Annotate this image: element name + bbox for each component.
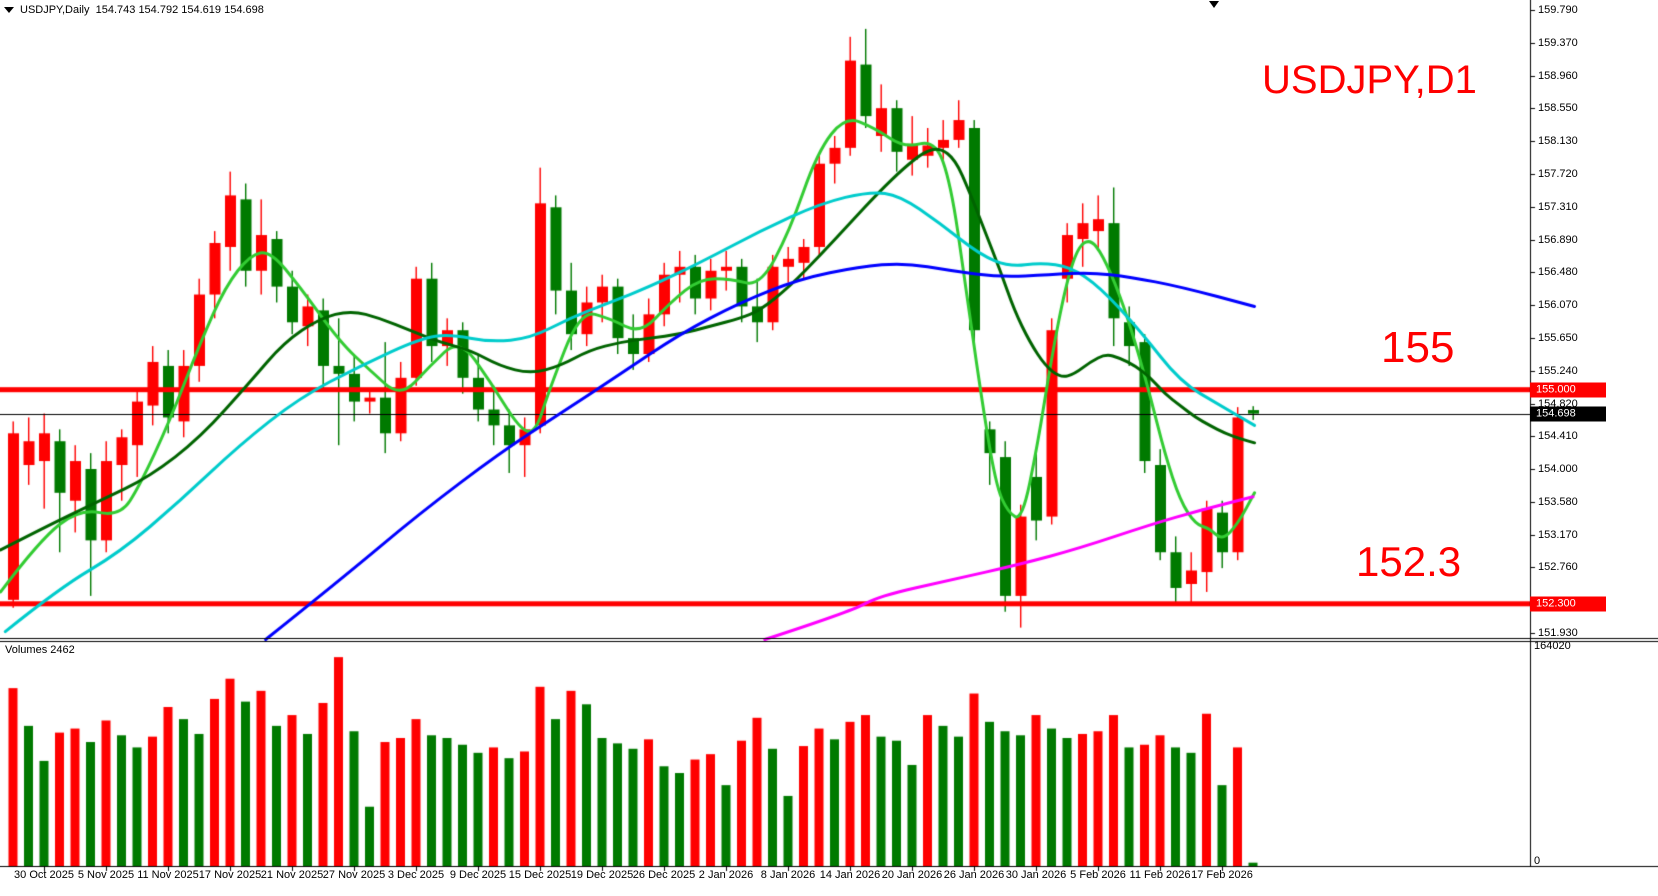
date-tick-label: 2 Jan 2026 xyxy=(698,869,754,881)
price-tick-label: 156.480 xyxy=(1538,266,1578,279)
date-tick-label: 26 Jan 2026 xyxy=(943,869,1005,881)
pane-divider[interactable] xyxy=(0,636,1658,644)
price-tick-label: 156.070 xyxy=(1538,298,1578,311)
price-tick-label: 157.720 xyxy=(1538,168,1578,180)
price-tag-152.300: 152.300 xyxy=(1530,596,1606,612)
date-tick-label: 19 Dec 2025 xyxy=(570,869,634,881)
price-tick-label: 158.960 xyxy=(1538,69,1578,82)
price-tick-label: 155.650 xyxy=(1538,332,1578,345)
ohlc-values: 154.743 154.792 154.619 154.698 xyxy=(95,4,264,16)
date-tick-label: 11 Feb 2026 xyxy=(1129,869,1191,881)
price-tick-label: 158.130 xyxy=(1538,135,1578,148)
price-tick-label: 155.240 xyxy=(1538,364,1578,377)
date-tick-label: 30 Oct 2025 xyxy=(14,869,74,881)
ohlc-title: USDJPY,Daily 154.743 154.792 154.619 154… xyxy=(4,4,264,16)
price-tick-label: 154.410 xyxy=(1538,430,1578,443)
date-tick-label: 9 Dec 2025 xyxy=(449,869,507,881)
watermark-symbol-label: USDJPY,D1 xyxy=(1262,58,1477,102)
date-tick-label: 15 Dec 2025 xyxy=(508,869,572,881)
chart-shift-marker-icon[interactable] xyxy=(1209,1,1219,8)
price-tick-label: 153.580 xyxy=(1538,496,1578,509)
symbol-period-label: USDJPY,Daily xyxy=(20,4,90,16)
price-tick-label: 153.170 xyxy=(1538,528,1578,541)
date-tick-label: 17 Feb 2026 xyxy=(1191,869,1253,881)
date-tick-label: 21 Nov 2025 xyxy=(260,869,324,881)
price-tick-label: 156.890 xyxy=(1538,233,1578,246)
support-level-label: 152.3 xyxy=(1356,538,1462,585)
volumes-indicator-label: Volumes 2462 xyxy=(5,644,75,656)
price-tick-label: 158.550 xyxy=(1538,102,1578,115)
date-tick-label: 17 Nov 2025 xyxy=(198,869,262,881)
price-tick-label: 159.790 xyxy=(1538,3,1578,16)
date-tick-label: 14 Jan 2026 xyxy=(819,869,881,881)
resistance-level-label: 155 xyxy=(1381,323,1455,372)
price-tick-label: 159.370 xyxy=(1538,37,1578,50)
date-tick-label: 5 Feb 2026 xyxy=(1070,869,1126,881)
volume-scale-min_label: 0 xyxy=(1534,855,1541,867)
date-tick-label: 5 Nov 2025 xyxy=(77,869,135,881)
date-tick-label: 11 Nov 2025 xyxy=(137,869,199,881)
symbol-dropdown-icon xyxy=(4,7,14,14)
price-tick-label: 151.930 xyxy=(1538,627,1578,640)
volume-scale-max_label: 164020 xyxy=(1534,640,1571,652)
price-tick-label: 152.760 xyxy=(1538,561,1578,574)
price-tag-155.000: 155.000 xyxy=(1530,382,1606,398)
date-tick-label: 20 Jan 2026 xyxy=(881,869,943,881)
date-tick-label: 30 Jan 2026 xyxy=(1005,869,1067,881)
date-tick-label: 8 Jan 2026 xyxy=(760,869,816,881)
price-tag-154.698: 154.698 xyxy=(1530,406,1606,422)
date-tick-label: 26 Dec 2025 xyxy=(632,869,696,881)
date-tick-label: 27 Nov 2025 xyxy=(322,869,386,881)
price-tick-label: 154.000 xyxy=(1538,463,1578,475)
price-tick-label: 157.310 xyxy=(1538,200,1578,213)
date-tick-label: 3 Dec 2025 xyxy=(387,869,445,881)
